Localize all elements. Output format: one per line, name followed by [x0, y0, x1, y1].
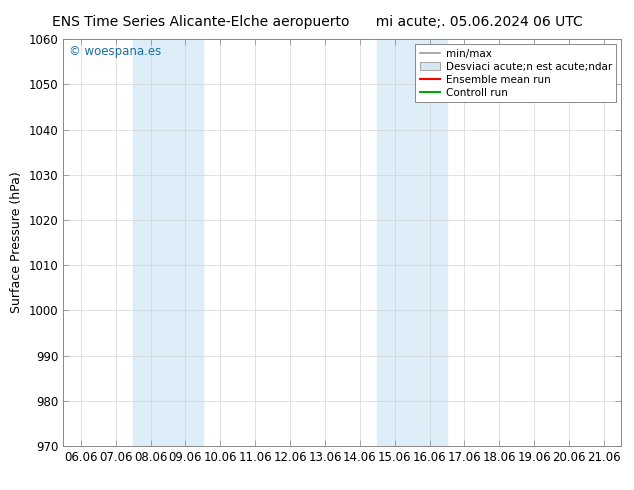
Bar: [133, 39, 203, 446]
Text: ENS Time Series Alicante-Elche aeropuerto      mi acute;. 05.06.2024 06 UTC: ENS Time Series Alicante-Elche aeropuert…: [51, 15, 583, 29]
Text: © woespana.es: © woespana.es: [69, 45, 161, 58]
Bar: [377, 39, 447, 446]
Y-axis label: Surface Pressure (hPa): Surface Pressure (hPa): [10, 172, 23, 314]
Legend: min/max, Desviaci acute;n est acute;ndar, Ensemble mean run, Controll run: min/max, Desviaci acute;n est acute;ndar…: [415, 45, 616, 102]
